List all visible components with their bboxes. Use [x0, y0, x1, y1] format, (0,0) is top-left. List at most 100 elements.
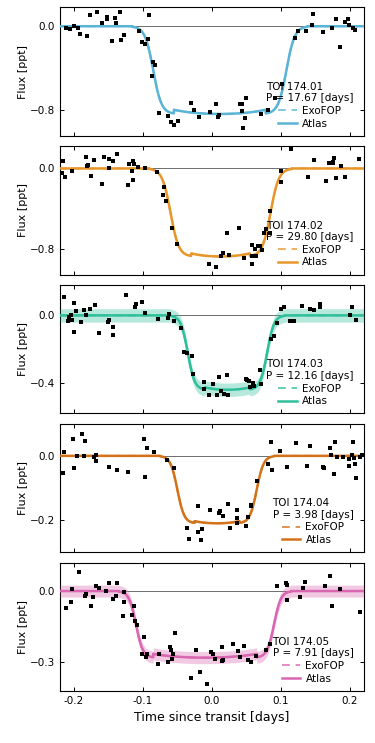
- Point: [317, 298, 323, 310]
- Point: [321, 462, 327, 474]
- Point: [303, 25, 309, 37]
- Point: [357, 606, 363, 618]
- Point: [167, 641, 173, 653]
- Point: [69, 165, 75, 177]
- Legend: ExoFOP, Atlas: ExoFOP, Atlas: [264, 80, 356, 131]
- Point: [83, 309, 89, 321]
- Point: [224, 369, 230, 381]
- Point: [94, 7, 100, 19]
- Point: [207, 106, 213, 118]
- Point: [112, 12, 118, 24]
- Point: [63, 22, 69, 34]
- Point: [225, 389, 231, 400]
- Point: [328, 449, 334, 461]
- Point: [69, 583, 75, 594]
- Point: [71, 462, 77, 474]
- Point: [338, 160, 344, 172]
- Point: [169, 653, 175, 665]
- Point: [332, 435, 338, 447]
- Point: [243, 92, 249, 104]
- Point: [240, 123, 246, 134]
- Point: [75, 565, 81, 577]
- Point: [62, 291, 68, 303]
- Point: [204, 678, 210, 690]
- Point: [206, 259, 212, 270]
- Point: [143, 651, 149, 663]
- Point: [87, 9, 93, 21]
- Point: [172, 627, 178, 639]
- Point: [307, 440, 313, 452]
- Point: [258, 108, 264, 120]
- Point: [178, 322, 184, 334]
- Point: [160, 189, 166, 201]
- Point: [350, 301, 355, 313]
- Point: [349, 449, 355, 461]
- Point: [77, 28, 83, 40]
- Point: [142, 163, 148, 175]
- Point: [235, 645, 241, 657]
- Point: [330, 157, 336, 169]
- Point: [265, 105, 271, 117]
- Point: [118, 34, 124, 46]
- Point: [82, 590, 88, 602]
- Point: [267, 205, 273, 217]
- Point: [171, 315, 177, 327]
- Point: [346, 452, 352, 464]
- Point: [156, 107, 162, 119]
- Point: [65, 316, 71, 328]
- Point: [144, 442, 150, 454]
- Point: [302, 577, 308, 588]
- Point: [106, 461, 112, 473]
- Point: [201, 383, 207, 395]
- Point: [297, 591, 303, 603]
- Point: [271, 331, 277, 343]
- Point: [88, 600, 94, 612]
- Point: [214, 389, 220, 401]
- Point: [267, 227, 273, 239]
- Point: [237, 222, 243, 234]
- Point: [135, 160, 141, 172]
- Point: [113, 17, 119, 29]
- Point: [346, 19, 352, 30]
- Point: [92, 299, 98, 311]
- Point: [129, 609, 135, 621]
- Legend: ExoFOP, Atlas: ExoFOP, Atlas: [264, 357, 356, 408]
- Point: [230, 638, 236, 650]
- Legend: ExoFOP, Atlas: ExoFOP, Atlas: [270, 496, 356, 547]
- Point: [212, 653, 218, 665]
- Point: [253, 650, 259, 662]
- Point: [284, 461, 290, 473]
- Point: [281, 301, 287, 313]
- Point: [225, 499, 231, 510]
- Point: [245, 511, 251, 523]
- Point: [226, 522, 232, 533]
- Point: [288, 143, 294, 155]
- Point: [268, 333, 274, 345]
- Point: [243, 520, 249, 532]
- Point: [160, 181, 166, 193]
- Point: [305, 172, 311, 184]
- Point: [198, 666, 204, 678]
- Point: [105, 316, 111, 328]
- Point: [261, 227, 267, 239]
- Point: [191, 104, 197, 116]
- Point: [327, 570, 333, 582]
- Point: [82, 435, 88, 447]
- Legend: ExoFOP, Atlas: ExoFOP, Atlas: [270, 635, 356, 686]
- Point: [193, 644, 199, 656]
- Point: [99, 178, 105, 189]
- Point: [168, 643, 174, 655]
- Point: [269, 464, 275, 476]
- Point: [241, 640, 247, 652]
- Point: [195, 500, 201, 512]
- Point: [258, 244, 264, 256]
- Point: [226, 249, 232, 261]
- Point: [163, 195, 169, 207]
- Point: [234, 504, 240, 516]
- Point: [248, 500, 254, 512]
- Point: [258, 239, 264, 251]
- Point: [71, 296, 77, 308]
- Point: [165, 110, 171, 122]
- Point: [130, 155, 136, 166]
- Point: [241, 252, 247, 264]
